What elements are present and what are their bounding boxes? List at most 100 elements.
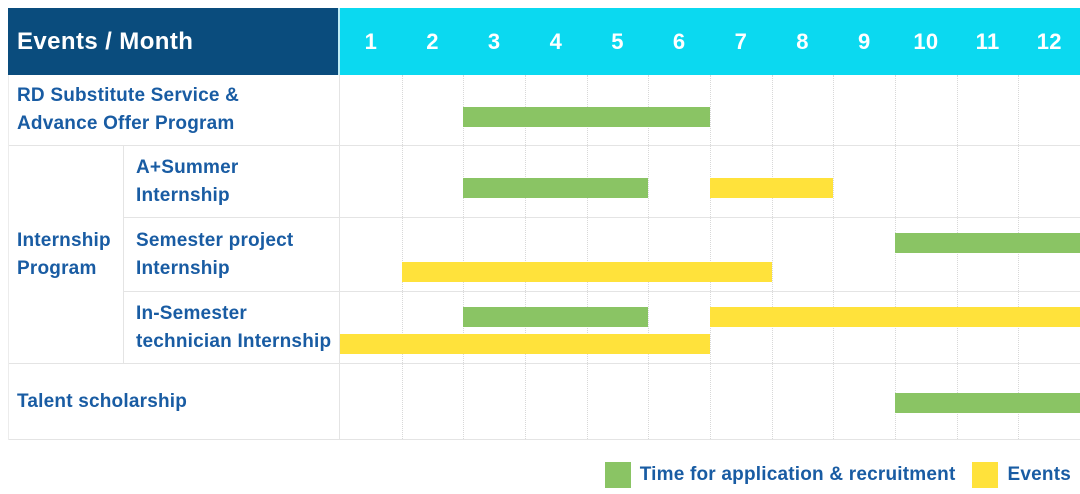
events-month-table: Events / Month 1 2 3 4 5 6 7 8 9 10 11 12 RD Substi… bbox=[8, 8, 1080, 440]
row-label-line: technician Internship bbox=[136, 330, 332, 352]
month-grid-line bbox=[401, 146, 403, 217]
month-header-7: 7 bbox=[734, 28, 748, 54]
month-grid-line bbox=[895, 218, 896, 291]
month-grid-line bbox=[771, 218, 773, 291]
month-grid-line bbox=[463, 292, 465, 363]
month-header-4: 4 bbox=[549, 28, 563, 54]
gantt-bar-events bbox=[710, 307, 1080, 327]
month-header-3: 3 bbox=[487, 28, 501, 54]
month-grid-line bbox=[956, 292, 958, 363]
legend: Time for application & recruitment Events bbox=[604, 462, 1071, 488]
month-header-10: 10 bbox=[913, 28, 939, 54]
month-grid-line bbox=[833, 292, 835, 363]
month-grid-area bbox=[340, 146, 1080, 217]
gantt-bar-events bbox=[401, 262, 772, 282]
month-grid-line bbox=[525, 292, 526, 363]
gantt-bar-application bbox=[895, 233, 1080, 253]
row-label: A+Summer Internship bbox=[124, 146, 340, 217]
group-label-internship-program: Internship Program bbox=[8, 146, 124, 364]
row-label-line: Advance Offer Program bbox=[17, 113, 235, 134]
gantt-bar-events bbox=[710, 178, 834, 198]
month-header-6: 6 bbox=[672, 28, 686, 54]
month-grid-area bbox=[340, 292, 1080, 363]
legend-item-events: Events bbox=[972, 462, 1071, 488]
month-grid-line bbox=[648, 146, 650, 217]
month-grid-line bbox=[833, 218, 835, 291]
month-grid-line bbox=[833, 146, 835, 217]
month-grid-line bbox=[648, 218, 650, 291]
month-grid-line bbox=[586, 292, 588, 363]
header-divider bbox=[338, 8, 340, 75]
month-grid-line bbox=[463, 218, 465, 291]
legend-swatch-events bbox=[972, 462, 999, 488]
gantt-row-2: Semester project Internship bbox=[8, 218, 1080, 292]
gantt-bar-application bbox=[895, 393, 1080, 413]
events-month-header-label: Events / Month bbox=[17, 27, 194, 55]
month-grid-line bbox=[648, 364, 650, 439]
month-grid-line bbox=[586, 364, 588, 439]
month-grid-area bbox=[340, 364, 1080, 439]
month-header-2: 2 bbox=[426, 28, 439, 54]
month-grid-line bbox=[956, 146, 958, 217]
events-month-header-cell: Events / Month bbox=[8, 8, 338, 75]
table-left-border bbox=[8, 75, 9, 440]
month-grid-line bbox=[833, 75, 835, 145]
month-grid-line bbox=[895, 146, 896, 217]
gantt-row-3: In-Semester technician Internship bbox=[8, 292, 1080, 364]
row-label-line: Semester project bbox=[136, 229, 294, 251]
row-label-line: In-Semester bbox=[136, 302, 247, 324]
gantt-bar-application bbox=[463, 178, 649, 198]
month-grid-line bbox=[956, 75, 958, 145]
group-label-line: Program bbox=[17, 257, 97, 279]
month-grid-line bbox=[463, 364, 465, 439]
month-grid-line bbox=[401, 364, 403, 439]
month-grid-line bbox=[710, 364, 711, 439]
gantt-bar-application bbox=[463, 307, 649, 327]
row-label-line: RD Substitute Service & bbox=[17, 85, 240, 106]
month-grid-line bbox=[1018, 218, 1020, 291]
month-header-12: 12 bbox=[1036, 28, 1062, 54]
month-grid-line bbox=[771, 75, 773, 145]
group-label-line: Internship bbox=[17, 229, 111, 251]
table-header-row: Events / Month 1 2 3 4 5 6 7 8 9 10 11 12 bbox=[8, 8, 1080, 75]
month-grid-area bbox=[340, 75, 1080, 145]
row-label-line: A+Summer bbox=[136, 156, 239, 178]
month-header-5: 5 bbox=[611, 28, 624, 54]
gantt-row-4: Talent scholarship bbox=[8, 364, 1080, 440]
month-grid-line bbox=[956, 218, 958, 291]
month-header-8: 8 bbox=[796, 28, 809, 54]
row-label-line: Internship bbox=[136, 257, 230, 279]
month-grid-line bbox=[710, 75, 711, 145]
month-grid-line bbox=[648, 292, 650, 363]
month-header-11: 11 bbox=[975, 28, 1000, 54]
month-header-row: 1 2 3 4 5 6 7 8 9 10 11 12 bbox=[340, 8, 1080, 75]
gantt-row-0: RD Substitute Service & Advance Offer Pro… bbox=[8, 75, 1080, 146]
month-grid-line bbox=[895, 292, 896, 363]
month-grid-line bbox=[771, 364, 773, 439]
row-label: Semester project Internship bbox=[124, 218, 340, 291]
month-grid-line bbox=[710, 218, 711, 291]
row-label: RD Substitute Service & Advance Offer Pro… bbox=[8, 75, 340, 145]
row-label: In-Semester technician Internship bbox=[124, 292, 340, 363]
month-grid-line bbox=[401, 75, 403, 145]
row-label-line: Internship bbox=[136, 184, 230, 206]
month-grid-line bbox=[525, 218, 526, 291]
gantt-bar-events bbox=[340, 334, 710, 354]
month-grid-area bbox=[340, 218, 1080, 291]
month-grid-line bbox=[710, 292, 711, 363]
month-grid-line bbox=[1018, 75, 1020, 145]
month-grid-line bbox=[401, 218, 403, 291]
month-grid-line bbox=[401, 292, 403, 363]
month-grid-line bbox=[833, 364, 835, 439]
month-header-9: 9 bbox=[857, 28, 871, 54]
legend-item-application: Time for application & recruitment bbox=[604, 462, 956, 488]
legend-swatch-application bbox=[604, 462, 631, 488]
gantt-body: RD Substitute Service & Advance Offer Pro… bbox=[8, 75, 1080, 440]
month-grid-line bbox=[895, 75, 896, 145]
gantt-row-1: A+Summer Internship bbox=[8, 146, 1080, 218]
month-grid-line bbox=[771, 292, 773, 363]
row-label: Talent scholarship bbox=[8, 364, 340, 439]
month-grid-line bbox=[586, 218, 588, 291]
legend-label-application: Time for application & recruitment bbox=[639, 464, 956, 485]
